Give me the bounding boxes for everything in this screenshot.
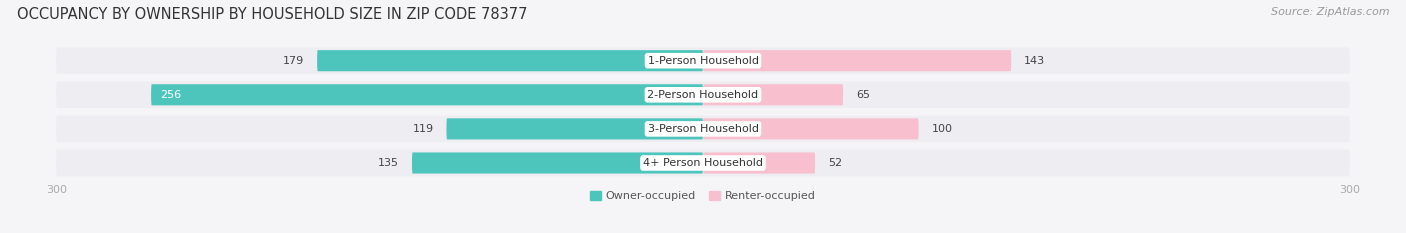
- FancyBboxPatch shape: [412, 152, 703, 174]
- Text: 4+ Person Household: 4+ Person Household: [643, 158, 763, 168]
- FancyBboxPatch shape: [703, 50, 1011, 71]
- FancyBboxPatch shape: [318, 50, 703, 71]
- Text: 256: 256: [160, 90, 181, 100]
- Text: OCCUPANCY BY OWNERSHIP BY HOUSEHOLD SIZE IN ZIP CODE 78377: OCCUPANCY BY OWNERSHIP BY HOUSEHOLD SIZE…: [17, 7, 527, 22]
- Text: 179: 179: [283, 56, 304, 66]
- Text: Source: ZipAtlas.com: Source: ZipAtlas.com: [1271, 7, 1389, 17]
- FancyBboxPatch shape: [150, 84, 703, 105]
- FancyBboxPatch shape: [447, 118, 703, 140]
- Text: 119: 119: [412, 124, 433, 134]
- Text: 1-Person Household: 1-Person Household: [648, 56, 758, 66]
- Text: 65: 65: [856, 90, 870, 100]
- Text: 52: 52: [828, 158, 842, 168]
- Text: 3-Person Household: 3-Person Household: [648, 124, 758, 134]
- Text: 100: 100: [932, 124, 952, 134]
- FancyBboxPatch shape: [703, 152, 815, 174]
- FancyBboxPatch shape: [56, 47, 1350, 74]
- Text: 143: 143: [1024, 56, 1045, 66]
- FancyBboxPatch shape: [703, 84, 844, 105]
- Legend: Owner-occupied, Renter-occupied: Owner-occupied, Renter-occupied: [591, 191, 815, 201]
- Text: 2-Person Household: 2-Person Household: [647, 90, 759, 100]
- FancyBboxPatch shape: [56, 150, 1350, 176]
- Text: 135: 135: [378, 158, 399, 168]
- FancyBboxPatch shape: [56, 116, 1350, 142]
- FancyBboxPatch shape: [703, 118, 918, 140]
- FancyBboxPatch shape: [56, 82, 1350, 108]
